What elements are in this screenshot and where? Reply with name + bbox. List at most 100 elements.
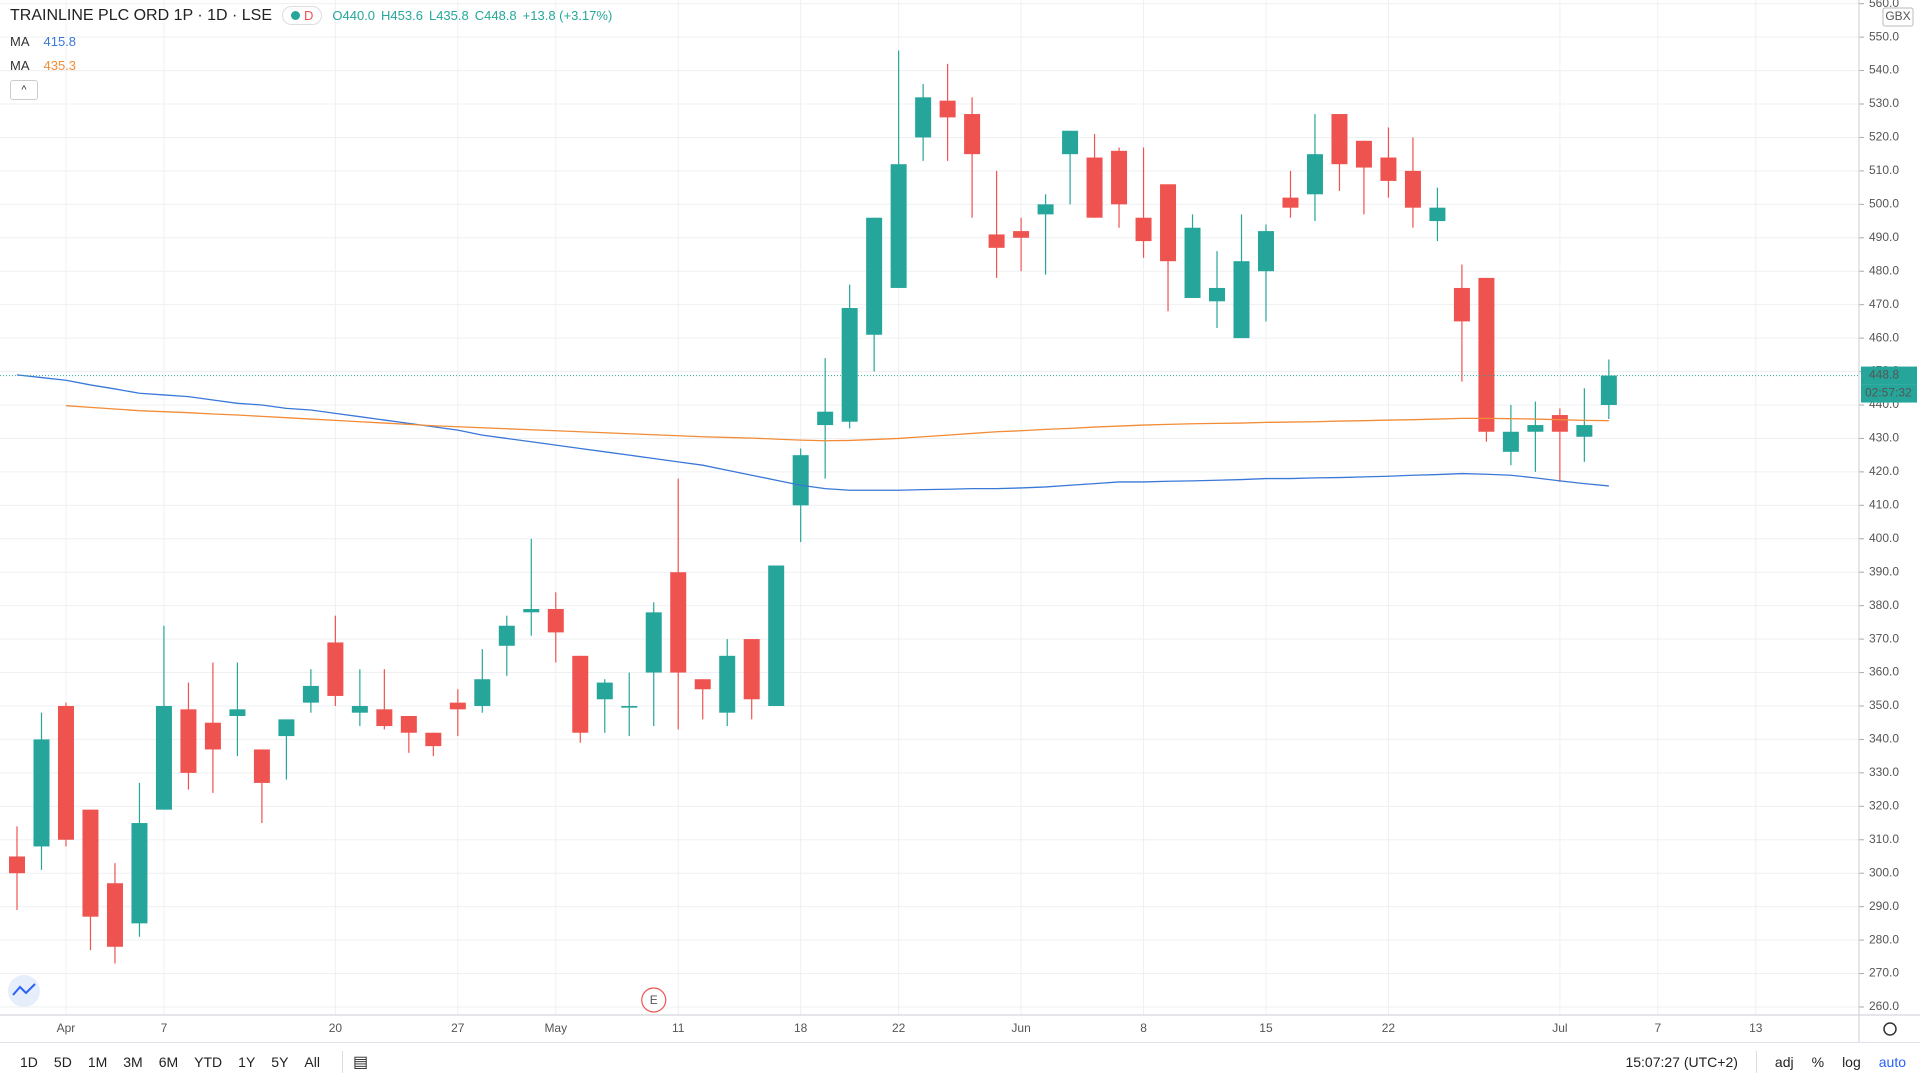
candle-body	[449, 702, 466, 710]
y-tick-label: 510.0	[1869, 163, 1899, 177]
range-button[interactable]: 6M	[158, 1053, 179, 1070]
chart: 260.0 270.0 280.0 290.0 300.0 310.0 320.0 330.0…	[0, 0, 1920, 1042]
scale-option[interactable]: log	[1842, 1053, 1861, 1070]
candle-body	[1257, 231, 1274, 272]
y-tick-label: 430.0	[1869, 431, 1899, 445]
ma-value: 415.8	[43, 34, 77, 49]
candle-body	[939, 100, 956, 118]
candle-body	[1527, 425, 1544, 432]
currency-label: GBX	[1885, 9, 1910, 23]
range-button[interactable]: 1M	[87, 1053, 108, 1070]
quote-item: L435.8	[428, 8, 469, 23]
ma-name: MA	[10, 58, 30, 73]
candle-body	[964, 114, 981, 155]
x-tick-label: Apr	[57, 1021, 76, 1035]
y-tick-label: 380.0	[1869, 598, 1899, 612]
collapse-button[interactable]: ^	[10, 80, 38, 100]
y-tick-label: 280.0	[1869, 932, 1899, 946]
candle-body	[890, 164, 907, 288]
candle-body	[425, 732, 442, 747]
y-tick-label: 410.0	[1869, 497, 1899, 511]
earnings-label: E	[650, 993, 658, 1007]
y-tick-label: 560.0	[1869, 0, 1899, 10]
candle-body	[1282, 197, 1299, 208]
candle-body	[768, 565, 785, 706]
header: TRAINLINE PLC ORD 1P · 1D · LSE D O440.0…	[10, 6, 612, 25]
candle-body	[1209, 287, 1226, 302]
candle-body	[1086, 157, 1103, 218]
scale-option[interactable]: adj	[1774, 1053, 1794, 1070]
candle-body	[33, 739, 50, 847]
candle-body	[1062, 130, 1079, 155]
interval-badge[interactable]: D	[282, 6, 323, 25]
scale-option[interactable]: %	[1811, 1053, 1825, 1070]
candle-body	[131, 823, 148, 924]
countdown-tag	[1861, 384, 1917, 403]
candle-body	[229, 709, 246, 717]
candle-body	[498, 625, 515, 646]
candle-body	[988, 234, 1005, 248]
range-button[interactable]: 5D	[53, 1053, 72, 1070]
separator	[341, 1050, 343, 1073]
range-button[interactable]: 1D	[20, 1053, 38, 1070]
x-tick-label: Jul	[1552, 1021, 1567, 1035]
range-button[interactable]: 3M	[123, 1053, 143, 1070]
candle-body	[327, 642, 344, 696]
candle-body	[1037, 204, 1054, 215]
y-tick-label: 300.0	[1869, 865, 1899, 879]
candle-body	[645, 612, 662, 673]
y-tick-label: 550.0	[1869, 29, 1899, 43]
ma-legend: MA 435.3	[10, 58, 76, 73]
candle-body	[180, 709, 197, 773]
range-button[interactable]: 5Y	[271, 1053, 289, 1070]
range-button[interactable]: All	[304, 1053, 320, 1070]
y-tick-label: 320.0	[1869, 798, 1899, 812]
candle-body	[1135, 217, 1152, 242]
settings-icon	[1883, 1022, 1897, 1036]
y-tick-label: 390.0	[1869, 564, 1899, 578]
candle-body	[204, 722, 221, 750]
candle-body	[1478, 277, 1495, 432]
candle-body	[1111, 150, 1128, 205]
plot	[9, 50, 1617, 964]
range-button[interactable]: 1Y	[238, 1053, 256, 1070]
ma-line	[65, 405, 1609, 442]
y-tick-label: 310.0	[1869, 832, 1899, 846]
candle-body	[1404, 170, 1421, 208]
candle-body	[1013, 231, 1030, 238]
candle-body	[376, 709, 393, 727]
candle-body	[915, 97, 932, 138]
candle-body	[547, 609, 564, 633]
candle-body	[9, 856, 25, 874]
date-range-icon[interactable]: ▤	[352, 1053, 369, 1071]
ma-legend: MA 415.8	[10, 34, 76, 49]
y-tick-label: 350.0	[1869, 698, 1899, 712]
y-tick-label: 290.0	[1869, 899, 1899, 913]
candle-body	[106, 883, 123, 947]
candle-body	[694, 679, 711, 690]
candle-body	[1453, 287, 1470, 322]
earnings-marker	[641, 987, 667, 1013]
ma-name: MA	[10, 34, 30, 49]
scale-options: adj% log auto	[1775, 1054, 1906, 1070]
grid	[0, 0, 1859, 1015]
y-tick-label: 360.0	[1869, 665, 1899, 679]
x-tick-label: 27	[451, 1021, 465, 1035]
x-tick-label: 7	[1654, 1021, 1661, 1035]
x-tick-label: 18	[794, 1021, 808, 1035]
candle-body	[302, 685, 319, 703]
range-button[interactable]: YTD	[194, 1053, 223, 1070]
candle-body	[1429, 207, 1446, 222]
clock: 15:07:27 (UTC+2)	[1625, 1053, 1738, 1070]
quote: O440.0 H453.6 L435.8 C448.8 +13.8 (+3.17%)	[332, 8, 612, 23]
price-tag	[1861, 366, 1917, 385]
candle-body	[351, 705, 368, 713]
x-tick-label: 20	[329, 1021, 343, 1035]
quote-item: C448.8	[474, 8, 517, 23]
y-tick-label: 520.0	[1869, 130, 1899, 144]
candle-body	[866, 217, 883, 335]
quote-item: O440.0	[332, 8, 376, 23]
scale-option[interactable]: auto	[1878, 1053, 1906, 1070]
candle-body	[670, 572, 687, 673]
symbol-title: TRAINLINE PLC ORD 1P · 1D · LSE	[10, 6, 272, 24]
